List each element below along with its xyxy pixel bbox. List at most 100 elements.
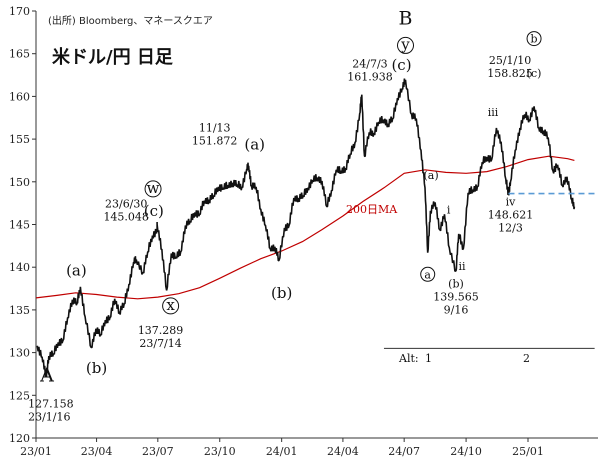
- annotation-label: 11/13: [199, 121, 231, 134]
- annotation-label: 23/1/16: [28, 410, 70, 423]
- annotation-circle: [397, 36, 415, 54]
- annotation: (b): [86, 359, 107, 377]
- x-tick-label: 23/07: [142, 445, 174, 458]
- x-tick-label: 24/07: [388, 445, 420, 458]
- x-tick-label: 24/04: [327, 445, 359, 458]
- annotation-label: (a): [424, 169, 439, 182]
- ma-200-line: [35, 155, 575, 300]
- annotation: (a): [66, 262, 87, 280]
- annotation-label: 148.621: [488, 209, 534, 222]
- x-tick-label: 24/10: [450, 445, 482, 458]
- annotation-label: 151.872: [192, 134, 238, 147]
- annotation-label: w: [147, 179, 160, 197]
- axes: 120 125 130 135 140 145 150 155 160 165 170 23/01 23…: [9, 5, 598, 458]
- annotation-label: 139.565: [433, 291, 479, 304]
- y-tick-label: 155: [9, 133, 30, 146]
- annotation-label: (c): [144, 202, 164, 220]
- annotation: (c): [144, 202, 164, 220]
- annotation: (c): [391, 56, 411, 74]
- annotation-label: i: [447, 203, 451, 216]
- annotation-circle: [420, 266, 436, 282]
- annotation: w: [144, 179, 162, 198]
- annotation-label: (b): [448, 278, 464, 291]
- source-label: (出所) Bloomberg、マネースクエア: [48, 14, 213, 27]
- annotation-label: A: [39, 365, 54, 387]
- annotation-circle: [162, 297, 180, 315]
- annotations: A127.15823/1/16(a)(b)w(c)23/6/30145.048x…: [28, 8, 542, 423]
- annotation-label: 137.289: [138, 324, 184, 337]
- annotation-label: (c): [391, 56, 411, 74]
- annotation-circle: [144, 180, 162, 198]
- y-tick-label: 145: [9, 219, 30, 232]
- annotation-label: iii: [488, 106, 499, 119]
- ma-200-series: [35, 155, 575, 300]
- alt-label: Alt:: [398, 352, 419, 365]
- annotation: a: [420, 266, 436, 282]
- y-tick-label: 140: [9, 261, 30, 274]
- annotation-label: (b): [86, 359, 107, 377]
- annotation: y: [397, 35, 415, 54]
- annotation-label: 145.048: [103, 210, 149, 223]
- x-tick-label: 24/01: [266, 445, 298, 458]
- y-tick-label: 120: [9, 432, 30, 445]
- annotation-label: 23/6/30: [105, 197, 147, 210]
- annotation-label: (c): [527, 67, 542, 80]
- y-tick-label: 125: [9, 389, 30, 402]
- alt-2-label: 2: [523, 352, 530, 365]
- annotation-label: 23/7/14: [139, 337, 181, 350]
- annotation-label: iv: [506, 196, 517, 209]
- annotation-label: 24/7/3: [352, 57, 387, 70]
- annotation-circle: [526, 31, 542, 47]
- annotation-label: 161.938: [347, 70, 393, 83]
- annotation-label: (b): [271, 284, 292, 302]
- annotation-label: a: [424, 268, 431, 281]
- annotation: (a): [244, 135, 265, 153]
- x-tick-label: 25/01: [512, 445, 544, 458]
- x-tick-label: 23/10: [204, 445, 236, 458]
- annotation-label: 12/3: [498, 222, 523, 235]
- y-tick-label: 165: [9, 48, 30, 61]
- x-tick-label: 23/01: [20, 445, 52, 458]
- price-line: [36, 78, 576, 378]
- annotation-label: (a): [66, 262, 87, 280]
- y-tick-label: 135: [9, 304, 30, 317]
- annotation: (a): [424, 169, 439, 182]
- y-tick-label: 160: [9, 90, 30, 103]
- y-tick-label: 150: [9, 176, 30, 189]
- annotation: (c): [527, 67, 542, 80]
- y-tick-label: 170: [9, 5, 30, 18]
- annotation: ii: [459, 260, 467, 273]
- annotation-label: 9/16: [444, 304, 469, 317]
- annotation-label: B: [399, 8, 413, 30]
- annotation-label: (a): [244, 135, 265, 153]
- annotation: x: [162, 296, 180, 315]
- annotation: B: [399, 8, 413, 30]
- annotation: (b): [271, 284, 292, 302]
- alt-1-label: 1: [425, 352, 432, 365]
- annotation: i: [447, 203, 451, 216]
- annotation-label: b: [531, 33, 538, 46]
- annotation-label: 158.825: [487, 67, 533, 80]
- annotation: b: [526, 31, 542, 47]
- annotation-label: y: [400, 35, 410, 53]
- chart-title: 米ドル/円 日足: [52, 46, 173, 68]
- y-tick-label: 130: [9, 347, 30, 360]
- price-series: [36, 78, 576, 378]
- annotation-label: 127.158: [28, 397, 74, 410]
- annotation-label: ii: [459, 260, 467, 273]
- annotation-label: x: [166, 296, 175, 314]
- x-tick-label: 23/04: [81, 445, 113, 458]
- reference-lines: [383, 192, 596, 349]
- ma-200-label: 200日MA: [346, 203, 398, 216]
- annotation: iii: [488, 106, 499, 119]
- annotation: A: [39, 365, 54, 387]
- annotation-label: 25/1/10: [489, 54, 531, 67]
